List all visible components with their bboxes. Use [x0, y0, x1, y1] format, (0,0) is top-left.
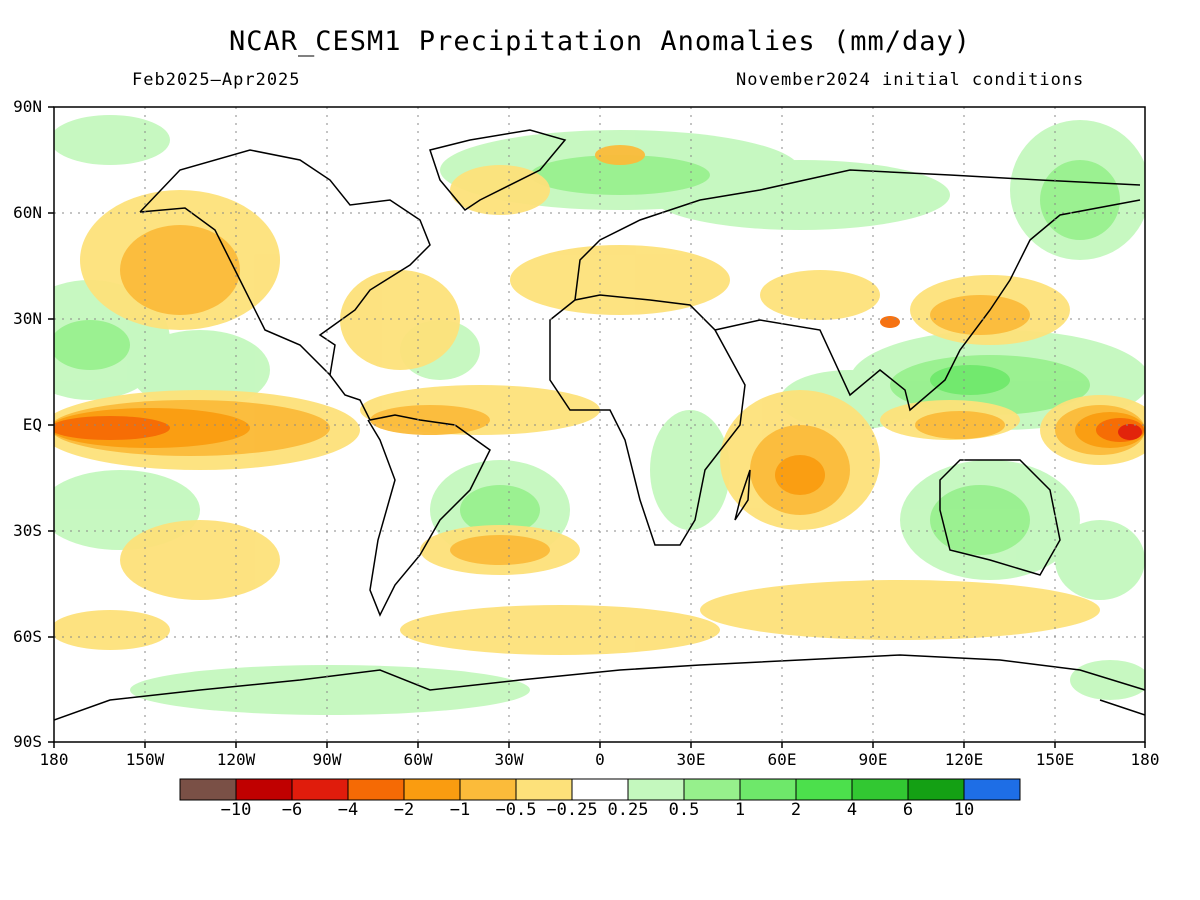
colorbar-swatch [571, 778, 629, 801]
initial-conditions: November2024 initial conditions [736, 70, 1085, 90]
colorbar-label: −1 [449, 800, 471, 820]
colorbar-label: −2 [393, 800, 415, 820]
lon-label: 0 [595, 750, 605, 769]
lon-label: 90E [858, 750, 888, 769]
lat-label: 60S [13, 627, 42, 646]
colorbar-swatch [403, 778, 461, 801]
colorbar-label: 6 [902, 800, 914, 820]
lon-label: 30W [494, 750, 524, 769]
colorbar-label: −0.5 [495, 800, 537, 820]
colorbar-swatch [795, 778, 853, 801]
lon-label: 60E [767, 750, 797, 769]
lat-label: 90N [13, 97, 42, 116]
chart-title: NCAR_CESM1 Precipitation Anomalies (mm/d… [229, 26, 971, 57]
colorbar-swatch [179, 778, 237, 801]
colorbar-label: 4 [846, 800, 858, 820]
colorbar-swatch [907, 778, 965, 801]
lon-label: 120W [216, 750, 256, 769]
colorbar-label: −10 [220, 800, 252, 820]
colorbar-swatch [627, 778, 685, 801]
colorbar-swatch [851, 778, 909, 801]
colorbar-swatch [291, 778, 349, 801]
coastlines [54, 129, 1145, 721]
lon-label: 150W [125, 750, 165, 769]
lat-label: 90S [13, 732, 42, 751]
forecast-period: Feb2025–Apr2025 [132, 70, 301, 90]
colorbar-swatch [235, 778, 293, 801]
colorbar-swatch [739, 778, 797, 801]
colorbar-label: 0.25 [607, 800, 649, 820]
lon-label: 180 [1130, 750, 1160, 769]
colorbar [179, 778, 1021, 801]
lat-label: 60N [13, 203, 42, 222]
lon-label: 90W [312, 750, 342, 769]
colorbar-label: −4 [337, 800, 359, 820]
colorbar-label: −6 [281, 800, 303, 820]
lat-label: 30N [13, 309, 42, 328]
colorbar-swatch [683, 778, 741, 801]
colorbar-label: −0.25 [546, 800, 598, 820]
colorbar-label: 2 [790, 800, 802, 820]
grid-lines [54, 107, 1145, 742]
lon-label: 60W [403, 750, 433, 769]
colorbar-swatch [459, 778, 517, 801]
colorbar-label: 10 [953, 800, 975, 820]
colorbar-swatch [963, 778, 1021, 801]
axis-ticks [48, 106, 1146, 748]
colorbar-swatch [347, 778, 405, 801]
lat-label: EQ [22, 415, 42, 434]
lon-label: 180 [39, 750, 69, 769]
colorbar-label: 1 [734, 800, 746, 820]
colorbar-swatch [515, 778, 573, 801]
lon-label: 30E [676, 750, 706, 769]
lon-label: 150E [1035, 750, 1075, 769]
lat-label: 30S [13, 521, 42, 540]
colorbar-label: 0.5 [668, 800, 700, 820]
lon-label: 120E [944, 750, 984, 769]
